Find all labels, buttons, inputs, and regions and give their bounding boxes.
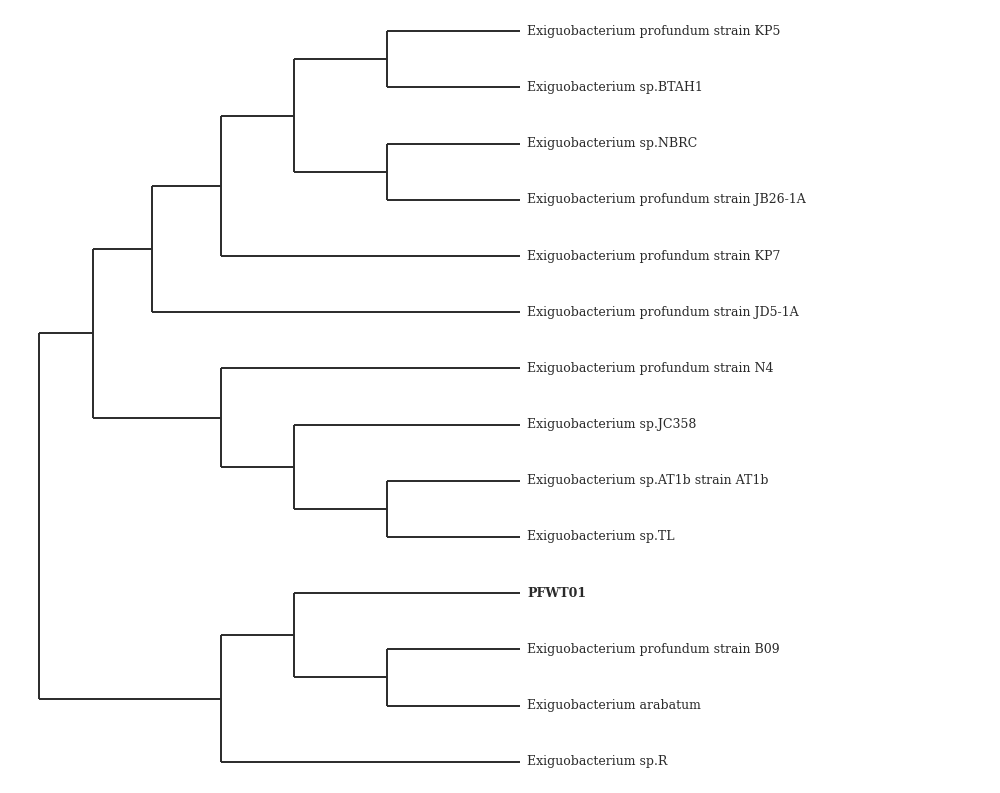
Text: Exiguobacterium sp.NBRC: Exiguobacterium sp.NBRC [527, 137, 698, 150]
Text: Exiguobacterium profundum strain KP5: Exiguobacterium profundum strain KP5 [527, 25, 781, 38]
Text: Exiguobacterium sp.BTAH1: Exiguobacterium sp.BTAH1 [527, 81, 703, 94]
Text: Exiguobacterium profundum strain JD5-1A: Exiguobacterium profundum strain JD5-1A [527, 306, 799, 319]
Text: Exiguobacterium profundum strain KP7: Exiguobacterium profundum strain KP7 [527, 250, 781, 262]
Text: Exiguobacterium sp.JC358: Exiguobacterium sp.JC358 [527, 418, 697, 431]
Text: Exiguobacterium sp.R: Exiguobacterium sp.R [527, 755, 668, 768]
Text: PFWT01: PFWT01 [527, 587, 587, 600]
Text: Exiguobacterium sp.TL: Exiguobacterium sp.TL [527, 531, 675, 543]
Text: Exiguobacterium profundum strain N4: Exiguobacterium profundum strain N4 [527, 362, 774, 375]
Text: Exiguobacterium sp.AT1b strain AT1b: Exiguobacterium sp.AT1b strain AT1b [527, 474, 769, 487]
Text: Exiguobacterium profundum strain B09: Exiguobacterium profundum strain B09 [527, 643, 780, 656]
Text: Exiguobacterium profundum strain JB26-1A: Exiguobacterium profundum strain JB26-1A [527, 193, 806, 206]
Text: Exiguobacterium arabatum: Exiguobacterium arabatum [527, 699, 701, 712]
